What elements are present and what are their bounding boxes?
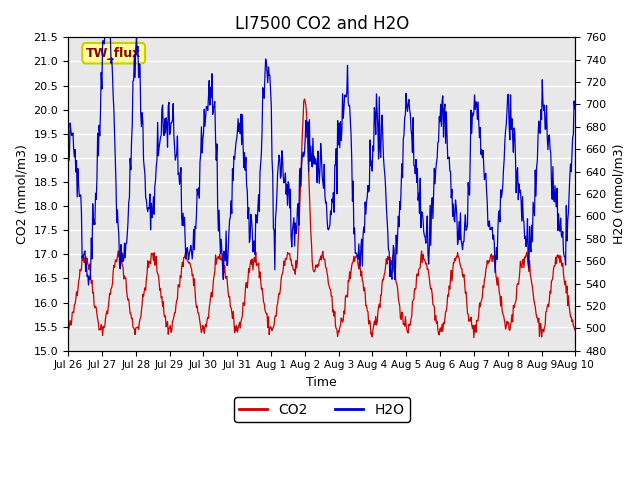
Title: LI7500 CO2 and H2O: LI7500 CO2 and H2O [235,15,409,33]
Y-axis label: H2O (mmol/m3): H2O (mmol/m3) [612,144,625,244]
Text: TW_flux: TW_flux [86,47,141,60]
X-axis label: Time: Time [307,376,337,389]
Legend: CO2, H2O: CO2, H2O [234,397,410,422]
Y-axis label: CO2 (mmol/m3): CO2 (mmol/m3) [15,144,28,244]
